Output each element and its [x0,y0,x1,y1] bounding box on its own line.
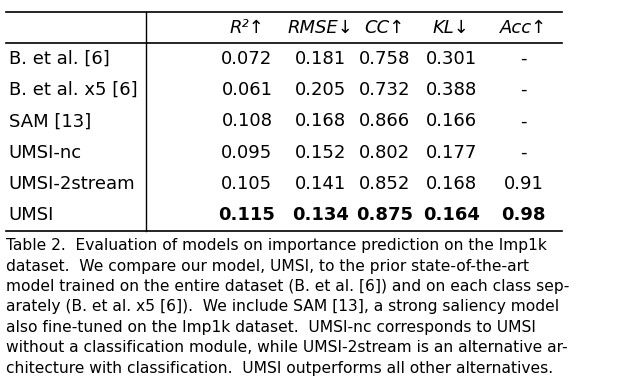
Text: CC↑: CC↑ [365,18,405,37]
Text: 0.164: 0.164 [423,206,480,224]
Text: -: - [520,112,527,130]
Text: 0.758: 0.758 [359,50,411,68]
Text: 0.181: 0.181 [295,50,346,68]
Text: -: - [520,50,527,68]
Text: -: - [520,81,527,99]
Text: 0.134: 0.134 [292,206,349,224]
Text: 0.168: 0.168 [295,112,346,130]
Text: RMSE↓: RMSE↓ [288,18,354,37]
Text: R²↑: R²↑ [230,18,264,37]
Text: UMSI-2stream: UMSI-2stream [8,175,135,193]
Text: 0.061: 0.061 [221,81,273,99]
Text: Table 2.  Evaluation of models on importance prediction on the Imp1k
dataset.  W: Table 2. Evaluation of models on importa… [6,238,569,375]
Text: 0.115: 0.115 [218,206,275,224]
Text: 0.205: 0.205 [295,81,346,99]
Text: 0.388: 0.388 [426,81,477,99]
Text: 0.91: 0.91 [504,175,543,193]
Text: 0.141: 0.141 [295,175,346,193]
Text: 0.852: 0.852 [359,175,411,193]
Text: UMSI-nc: UMSI-nc [8,144,82,162]
Text: 0.105: 0.105 [221,175,273,193]
Text: KL↓: KL↓ [433,18,470,37]
Text: UMSI: UMSI [8,206,54,224]
Text: -: - [520,144,527,162]
Text: 0.177: 0.177 [426,144,477,162]
Text: 0.166: 0.166 [426,112,477,130]
Text: 0.866: 0.866 [359,112,410,130]
Text: SAM [13]: SAM [13] [8,112,91,130]
Text: 0.168: 0.168 [426,175,477,193]
Text: B. et al. [6]: B. et al. [6] [8,50,109,68]
Text: 0.072: 0.072 [221,50,273,68]
Text: 0.108: 0.108 [221,112,273,130]
Text: 0.875: 0.875 [356,206,413,224]
Text: 0.802: 0.802 [359,144,410,162]
Text: B. et al. x5 [6]: B. et al. x5 [6] [8,81,137,99]
Text: 0.732: 0.732 [359,81,411,99]
Text: 0.095: 0.095 [221,144,273,162]
Text: 0.152: 0.152 [295,144,346,162]
Text: 0.301: 0.301 [426,50,477,68]
Text: 0.98: 0.98 [501,206,546,224]
Text: Acc↑: Acc↑ [500,18,547,37]
